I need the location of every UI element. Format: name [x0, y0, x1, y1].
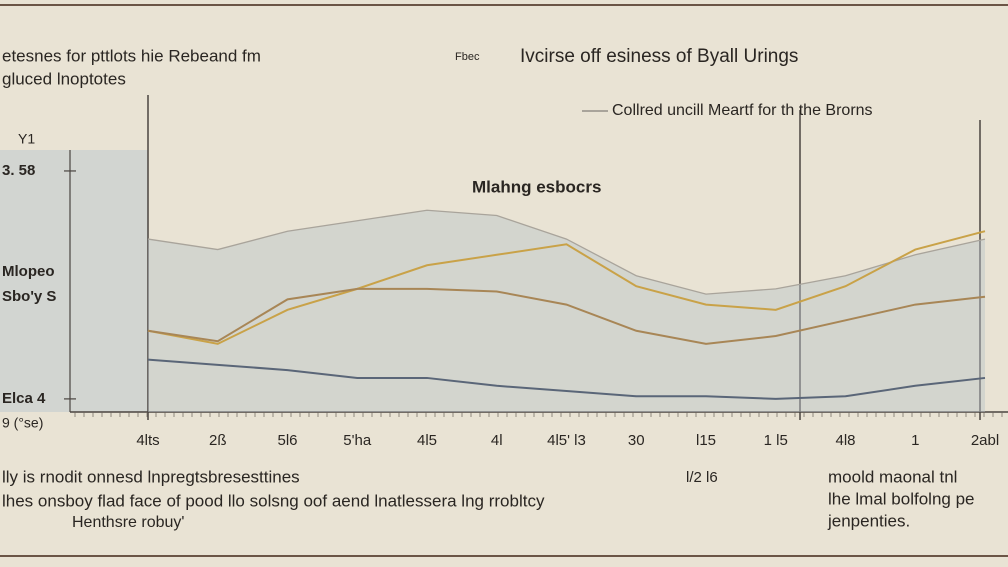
subtitle: etesnes for pttlots hie Rebeand fm	[2, 46, 261, 65]
series-line	[147, 230, 986, 345]
x-tick-label: 30	[628, 432, 645, 449]
y-tick-label: Elca 4	[2, 390, 46, 407]
series-line	[147, 209, 986, 295]
y-tick-label: 3. 58	[2, 162, 35, 179]
series-line	[147, 287, 986, 345]
x-tick-label: 5'ha	[343, 432, 372, 449]
x-tick-label: 4l5	[417, 432, 437, 449]
annotation: moold maonal tnl	[828, 467, 957, 486]
x-tick-label: 4l	[491, 432, 503, 449]
area	[148, 210, 985, 412]
annotation: 9 (°se)	[2, 415, 43, 431]
subtitle: gluced lnoptotes	[2, 69, 126, 88]
x-tick-label: 1	[911, 432, 919, 449]
annotation: Henthsre robuy'	[72, 514, 184, 531]
annotation: Mlopeo	[2, 263, 55, 280]
side-panel	[0, 150, 148, 412]
series-line	[147, 358, 986, 400]
x-tick-label: 2abl	[971, 432, 999, 449]
x-tick-label: 4l8	[835, 432, 855, 449]
y-axis-label: Y1	[18, 131, 35, 147]
legend-label: Collred uncill Meartf for th the Brorns	[612, 102, 873, 119]
x-tick-label: l15	[696, 432, 716, 449]
chart-title: Ivcirse off esiness of Byall Urings	[520, 46, 798, 67]
x-tick-label: 4lts	[136, 432, 159, 449]
annotation: Sbo'y S	[2, 288, 56, 305]
annotation: lhe lmal bolfolng pe	[828, 489, 974, 508]
x-tick-label: 4l5' l3	[547, 432, 586, 449]
annotation: Mlahng esbocrs	[472, 177, 601, 196]
x-tick-label: 1 l5	[764, 432, 788, 449]
annotation: lly is rnodit onnesd lnpregtsbresesttine…	[2, 467, 300, 486]
x-tick-label: 2ß	[209, 432, 227, 449]
x-tick-label: 5l6	[277, 432, 297, 449]
annotation: l/2 l6	[686, 469, 718, 486]
tag: Fbec	[455, 51, 480, 63]
annotation: jenpenties.	[827, 511, 910, 530]
annotation: lhes onsboy flad face of pood llo solsng…	[2, 491, 545, 510]
